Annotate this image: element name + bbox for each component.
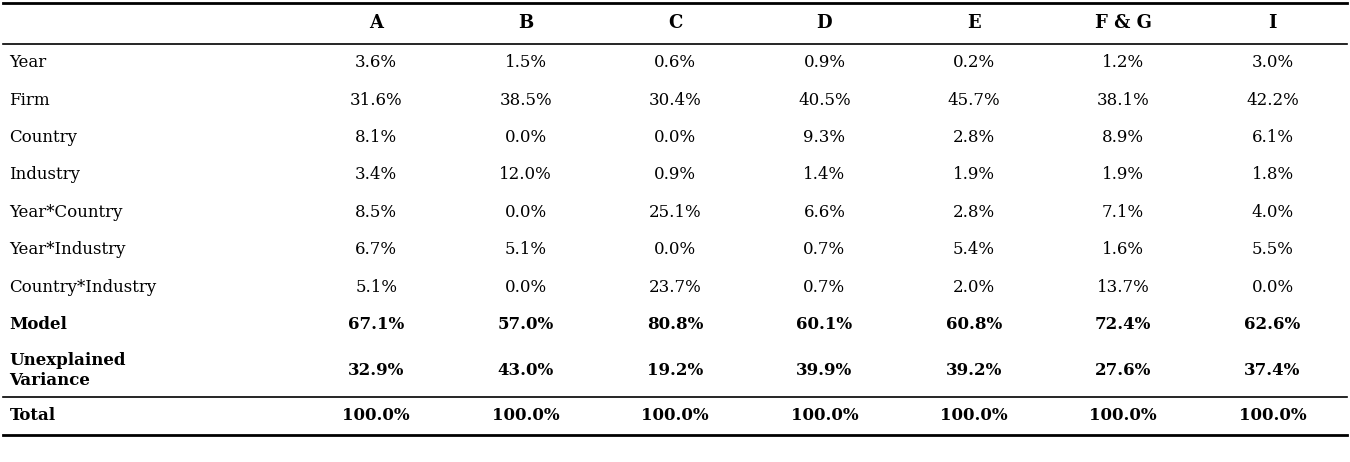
Text: Country: Country	[9, 129, 77, 146]
Text: 39.2%: 39.2%	[945, 362, 1002, 379]
Text: 100.0%: 100.0%	[791, 407, 859, 425]
Text: 0.9%: 0.9%	[803, 54, 845, 71]
Text: 0.0%: 0.0%	[653, 241, 697, 258]
Text: 0.0%: 0.0%	[653, 129, 697, 146]
Text: 1.5%: 1.5%	[505, 54, 547, 71]
Text: 3.4%: 3.4%	[355, 166, 397, 183]
Text: 2.0%: 2.0%	[953, 279, 995, 296]
Text: 42.2%: 42.2%	[1246, 91, 1299, 109]
Text: B: B	[518, 14, 533, 32]
Text: F & G: F & G	[1095, 14, 1152, 32]
Text: 37.4%: 37.4%	[1245, 362, 1300, 379]
Text: 0.7%: 0.7%	[803, 241, 845, 258]
Text: Firm: Firm	[9, 91, 50, 109]
Text: 1.6%: 1.6%	[1102, 241, 1145, 258]
Text: 27.6%: 27.6%	[1095, 362, 1152, 379]
Text: 80.8%: 80.8%	[647, 316, 703, 333]
Text: 6.6%: 6.6%	[803, 204, 845, 221]
Text: 43.0%: 43.0%	[498, 362, 554, 379]
Text: 60.1%: 60.1%	[796, 316, 852, 333]
Text: 7.1%: 7.1%	[1102, 204, 1145, 221]
Text: I: I	[1268, 14, 1277, 32]
Text: Year*Country: Year*Country	[9, 204, 123, 221]
Text: C: C	[668, 14, 682, 32]
Text: 8.9%: 8.9%	[1102, 129, 1145, 146]
Text: 0.9%: 0.9%	[653, 166, 697, 183]
Text: A: A	[370, 14, 383, 32]
Text: 25.1%: 25.1%	[649, 204, 701, 221]
Text: D: D	[817, 14, 832, 32]
Text: 100.0%: 100.0%	[343, 407, 410, 425]
Text: 0.6%: 0.6%	[653, 54, 697, 71]
Text: 40.5%: 40.5%	[798, 91, 850, 109]
Text: 12.0%: 12.0%	[500, 166, 552, 183]
Text: 0.0%: 0.0%	[505, 279, 547, 296]
Text: 5.5%: 5.5%	[1251, 241, 1293, 258]
Text: 67.1%: 67.1%	[348, 316, 405, 333]
Text: 0.2%: 0.2%	[953, 54, 995, 71]
Text: 31.6%: 31.6%	[350, 91, 402, 109]
Text: 38.5%: 38.5%	[500, 91, 552, 109]
Text: 3.0%: 3.0%	[1251, 54, 1293, 71]
Text: 32.9%: 32.9%	[348, 362, 405, 379]
Text: 100.0%: 100.0%	[491, 407, 559, 425]
Text: 5.4%: 5.4%	[953, 241, 995, 258]
Text: Year: Year	[9, 54, 47, 71]
Text: 19.2%: 19.2%	[647, 362, 703, 379]
Text: 6.7%: 6.7%	[355, 241, 397, 258]
Text: 13.7%: 13.7%	[1096, 279, 1149, 296]
Text: 1.2%: 1.2%	[1102, 54, 1145, 71]
Text: Industry: Industry	[9, 166, 81, 183]
Text: 62.6%: 62.6%	[1245, 316, 1300, 333]
Text: 0.0%: 0.0%	[1251, 279, 1293, 296]
Text: 2.8%: 2.8%	[953, 204, 995, 221]
Text: 8.1%: 8.1%	[355, 129, 397, 146]
Text: E: E	[967, 14, 980, 32]
Text: 8.5%: 8.5%	[355, 204, 397, 221]
Text: 1.9%: 1.9%	[953, 166, 995, 183]
Text: 100.0%: 100.0%	[641, 407, 709, 425]
Text: 5.1%: 5.1%	[355, 279, 397, 296]
Text: 0.0%: 0.0%	[505, 204, 547, 221]
Text: Year*Industry: Year*Industry	[9, 241, 126, 258]
Text: 1.9%: 1.9%	[1102, 166, 1145, 183]
Text: 6.1%: 6.1%	[1251, 129, 1293, 146]
Text: 9.3%: 9.3%	[803, 129, 845, 146]
Text: 1.4%: 1.4%	[803, 166, 845, 183]
Text: 23.7%: 23.7%	[648, 279, 702, 296]
Text: 72.4%: 72.4%	[1095, 316, 1152, 333]
Text: 1.8%: 1.8%	[1251, 166, 1293, 183]
Text: 57.0%: 57.0%	[498, 316, 554, 333]
Text: 0.7%: 0.7%	[803, 279, 845, 296]
Text: Country*Industry: Country*Industry	[9, 279, 157, 296]
Text: Unexplained
Variance: Unexplained Variance	[9, 352, 126, 389]
Text: 100.0%: 100.0%	[940, 407, 1007, 425]
Text: 39.9%: 39.9%	[796, 362, 852, 379]
Text: 0.0%: 0.0%	[505, 129, 547, 146]
Text: Model: Model	[9, 316, 68, 333]
Text: 60.8%: 60.8%	[945, 316, 1002, 333]
Text: Total: Total	[9, 407, 55, 425]
Text: 45.7%: 45.7%	[948, 91, 1000, 109]
Text: 3.6%: 3.6%	[355, 54, 397, 71]
Text: 100.0%: 100.0%	[1239, 407, 1307, 425]
Text: 5.1%: 5.1%	[505, 241, 547, 258]
Text: 100.0%: 100.0%	[1089, 407, 1157, 425]
Text: 2.8%: 2.8%	[953, 129, 995, 146]
Text: 38.1%: 38.1%	[1096, 91, 1149, 109]
Text: 4.0%: 4.0%	[1251, 204, 1293, 221]
Text: 30.4%: 30.4%	[648, 91, 702, 109]
